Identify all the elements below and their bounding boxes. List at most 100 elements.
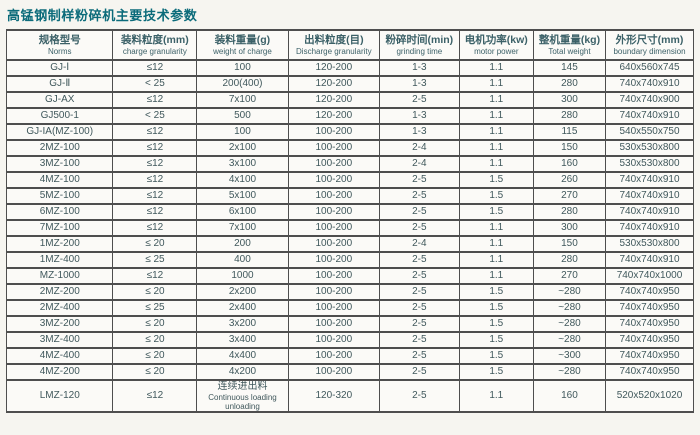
table-cell: 740x740x910 <box>605 171 694 189</box>
cell-text: 1.5 <box>489 366 504 377</box>
table-cell: GJ-AX <box>5 91 114 109</box>
cell-text: 1-3 <box>412 110 427 121</box>
column-header-en: grinding time <box>396 47 443 56</box>
cell-text: ≤12 <box>146 390 164 401</box>
table-cell: 6x100 <box>196 203 289 221</box>
table-cell: 4MZ-200 <box>5 363 114 381</box>
table-cell: 740x740x900 <box>605 91 694 109</box>
column-header-zh: 电机功率(kw) <box>464 34 528 46</box>
table-cell: 120-200 <box>287 91 381 109</box>
table-cell: 200 <box>196 235 289 253</box>
table-cell: 1.5 <box>458 331 534 349</box>
cell-text: ~280 <box>558 318 581 329</box>
table-cell: 100 <box>196 123 289 141</box>
cell-text: 100-200 <box>315 350 353 361</box>
cell-text: 300 <box>561 222 578 233</box>
table-cell: 1-3 <box>379 107 460 125</box>
table-cell: 4x200 <box>196 363 289 381</box>
table-cell: 1.1 <box>458 123 534 141</box>
cell-text: 100-200 <box>315 270 353 281</box>
table-cell: 100-200 <box>287 155 381 173</box>
cell-text: 2-4 <box>412 158 427 169</box>
cell-text: 145 <box>561 62 578 73</box>
table-cell: GJ500-1 <box>5 107 114 125</box>
cell-text: 120-200 <box>315 78 353 89</box>
table-cell: 1.5 <box>458 283 534 301</box>
column-header-motor-power: 电机功率(kw) motor power <box>458 29 534 61</box>
table-cell: ≤12 <box>112 139 198 157</box>
page-title: 高锰钢制样粉碎机主要技术参数 <box>7 8 198 23</box>
cell-text: 740x740x900 <box>619 94 680 105</box>
cell-text: 3MZ-200 <box>39 318 80 329</box>
cell-text: 520x520x1020 <box>616 390 683 401</box>
column-header-grinding-time: 粉碎时间(min) grinding time <box>379 29 460 61</box>
cell-text: 120-200 <box>315 110 353 121</box>
table-cell: ≤ 25 <box>112 251 198 269</box>
cell-text: 1.5 <box>489 350 504 361</box>
table-body: GJ-Ⅰ ≤12 100 120-200 1-3 1.1 145 640x560x745 GJ-… <box>5 59 694 413</box>
table-cell: 3x100 <box>196 155 289 173</box>
cell-subtext: unloading <box>225 402 260 411</box>
cell-text: ≤12 <box>146 62 164 73</box>
cell-text: 400 <box>234 254 251 265</box>
cell-text: 740x740x910 <box>619 174 680 185</box>
table-cell: 1.1 <box>458 267 534 285</box>
column-header-en: Total weight <box>548 47 591 56</box>
cell-text: 740x740x910 <box>619 190 680 201</box>
table-cell: ≤12 <box>112 203 198 221</box>
cell-text: < 25 <box>145 78 165 89</box>
cell-text: 1-3 <box>412 62 427 73</box>
table-cell: ≤12 <box>112 59 198 77</box>
cell-text: GJ-IA(MZ-100) <box>26 126 94 137</box>
table-cell: 1.5 <box>458 299 534 317</box>
cell-text: 2x100 <box>228 142 257 153</box>
cell-text: 740x740x950 <box>619 334 680 345</box>
cell-text: 530x530x800 <box>619 158 680 169</box>
cell-text: 3MZ-400 <box>39 334 80 345</box>
column-header-en: Discharge granularity <box>296 47 372 56</box>
table-cell: 2x200 <box>196 283 289 301</box>
cell-text: 530x530x800 <box>619 142 680 153</box>
cell-text: 2-5 <box>412 254 427 265</box>
table-cell: 100-200 <box>287 299 381 317</box>
cell-text: 1.1 <box>489 158 504 169</box>
cell-text: GJ-Ⅰ <box>50 62 70 73</box>
cell-text: 7x100 <box>228 94 257 105</box>
cell-text: 2-5 <box>412 222 427 233</box>
table-row: 2MZ-100 ≤12 2x100 100-200 2-4 1.1 150 530x530x8… <box>5 139 694 157</box>
table-cell: 3MZ-200 <box>5 315 114 333</box>
table-row: 2MZ-200 ≤ 20 2x200 100-200 2-5 1.5 ~280 740x740… <box>5 283 694 301</box>
table-cell: 2-5 <box>379 219 460 237</box>
cell-text: 7MZ-100 <box>39 222 80 233</box>
table-cell: 1MZ-200 <box>5 235 114 253</box>
table-cell: 740x740x910 <box>605 187 694 205</box>
cell-text: 100-200 <box>315 318 353 329</box>
table-cell: 7MZ-100 <box>5 219 114 237</box>
table-cell: 100-200 <box>287 331 381 349</box>
cell-text: 4MZ-100 <box>39 174 80 185</box>
cell-text: 270 <box>561 190 578 201</box>
table-cell: 4x100 <box>196 171 289 189</box>
table-cell: 2-4 <box>379 155 460 173</box>
table-cell: 7x100 <box>196 219 289 237</box>
table-cell: 1-3 <box>379 123 460 141</box>
cell-text: 1-3 <box>412 78 427 89</box>
cell-text: ≤12 <box>146 270 164 281</box>
table-row: 2MZ-400 ≤ 25 2x400 100-200 2-5 1.5 ~280 740x740… <box>5 299 694 317</box>
table-cell: 145 <box>532 59 607 77</box>
table-cell: ~280 <box>532 315 607 333</box>
column-header-zh: 外形尺寸(mm) <box>615 34 684 46</box>
cell-text: 7x100 <box>228 222 257 233</box>
table-cell: 270 <box>532 267 607 285</box>
table-cell: 3MZ-100 <box>5 155 114 173</box>
table-row: GJ500-1 < 25 500 120-200 1-3 1.1 280 740x740x91… <box>5 107 694 125</box>
table-cell: 100-200 <box>287 283 381 301</box>
table-cell: 740x740x910 <box>605 107 694 125</box>
cell-text: 100-200 <box>315 334 353 345</box>
cell-text: 1.1 <box>489 270 504 281</box>
table-cell: 2-5 <box>379 299 460 317</box>
table-cell: 150 <box>532 139 607 157</box>
table-row: GJ-AX ≤12 7x100 120-200 2-5 1.1 300 740x740x900 <box>5 91 694 109</box>
table-row: 3MZ-200 ≤ 20 3x200 100-200 2-5 1.5 ~280 740x740… <box>5 315 694 333</box>
table-cell: 150 <box>532 235 607 253</box>
